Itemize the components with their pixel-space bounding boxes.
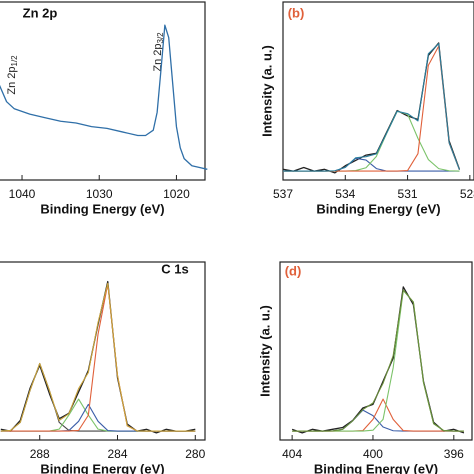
x-axis-label: Binding Energy (eV) (316, 201, 440, 216)
x-tick-label: 1020 (163, 187, 190, 201)
plot-frame (0, 1, 206, 181)
plot-frame (282, 1, 474, 181)
x-tick-label: 396 (444, 447, 464, 461)
x-tick-label: 1040 (9, 187, 36, 201)
spectrum-line (0, 282, 196, 432)
spectrum-line (283, 45, 460, 172)
y-axis-label: Intensity (a. u.) (257, 305, 272, 397)
x-axis-label: Binding Energy (eV) (40, 201, 164, 216)
x-axis-label: Binding Energy (eV) (314, 461, 438, 474)
x-axis-label: Binding Energy (eV) (40, 461, 164, 474)
spectrum-line (0, 398, 196, 432)
x-tick-label: 400 (363, 447, 383, 461)
x-tick-label: 531 (398, 187, 418, 201)
x-tick-label: 528 (460, 187, 474, 201)
panel-label: (b) (288, 5, 305, 20)
spectrum-line (283, 110, 460, 172)
x-tick-label: 537 (273, 187, 293, 201)
spectrum-line (291, 286, 465, 434)
x-tick-label: 288 (30, 447, 50, 461)
plot-frame (0, 261, 206, 441)
annotation-subscript: 1/2 (10, 55, 19, 67)
x-tick-label: 534 (335, 187, 355, 201)
panel-label: (d) (285, 263, 302, 278)
annotation-subscript: 3/2 (156, 32, 165, 44)
spectrum-line (0, 24, 208, 170)
spectrum-line (0, 280, 196, 434)
x-tick-label: 280 (185, 447, 205, 461)
annotation-text: Zn 2p (6, 66, 18, 94)
spectrum-line (283, 43, 460, 172)
plot-frame (279, 261, 473, 441)
peak-annotation: Zn 2p1/2 (6, 55, 19, 95)
x-tick-label: 1030 (86, 187, 113, 201)
spectrum-line (0, 283, 196, 432)
panel-title: Zn 2p (23, 5, 58, 20)
panel-title: C 1s (161, 261, 188, 276)
spectrum-line (282, 42, 461, 174)
x-tick-label: 404 (282, 447, 302, 461)
spectrum-line (292, 409, 464, 432)
y-axis-label: Intensity (a. u.) (259, 45, 274, 137)
spectrum-line (0, 403, 196, 432)
x-tick-label: 284 (107, 447, 127, 461)
spectrum-line (292, 289, 464, 432)
